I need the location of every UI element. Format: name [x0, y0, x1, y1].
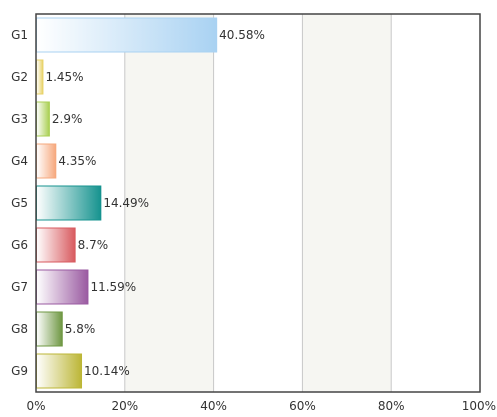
data-label: 1.45%: [45, 70, 83, 84]
plot-frame: [35, 13, 481, 393]
bar-g4: [36, 143, 57, 179]
plot-band: [302, 14, 392, 392]
category-label: G1: [11, 28, 28, 42]
data-label: 14.49%: [103, 196, 149, 210]
category-labels: G1 G2 G3 G4 G5 G6 G7 G8 G9: [11, 28, 28, 378]
bar-g7: [36, 269, 89, 305]
x-tick-label: 80%: [378, 399, 405, 413]
bar-g2: [36, 59, 44, 95]
category-label: G3: [11, 112, 28, 126]
category-label: G9: [11, 364, 28, 378]
plot-band: [124, 14, 214, 392]
data-label: 11.59%: [90, 280, 136, 294]
data-label: 40.58%: [219, 28, 265, 42]
x-tick-label: 100%: [462, 399, 496, 413]
plot-background: [36, 14, 480, 392]
category-label: G5: [11, 196, 28, 210]
x-tick-label: 0%: [26, 399, 45, 413]
data-labels: 40.58% 1.45% 2.9% 4.35% 14.49% 8.7% 11.59% 5.8%…: [45, 28, 265, 378]
bar-g5: [36, 185, 102, 221]
x-tick-label: 40%: [200, 399, 227, 413]
bars: [36, 17, 218, 389]
data-label: 8.7%: [78, 238, 109, 252]
gridlines: [124, 14, 392, 392]
bar-g8: [36, 311, 63, 347]
bar-g6: [36, 227, 76, 263]
data-label: 2.9%: [52, 112, 83, 126]
bar-g1: [36, 17, 218, 53]
category-label: G7: [11, 280, 28, 294]
data-label: 10.14%: [84, 364, 130, 378]
bar-g9: [36, 353, 83, 389]
x-tick-label: 20%: [111, 399, 138, 413]
category-label: G4: [11, 154, 28, 168]
bar-g3: [36, 101, 50, 137]
x-tick-label: 60%: [289, 399, 316, 413]
category-label: G6: [11, 238, 28, 252]
data-label: 5.8%: [65, 322, 96, 336]
data-label: 4.35%: [58, 154, 96, 168]
x-tick-labels: 0% 20% 40% 60% 80% 100%: [26, 399, 496, 413]
category-label: G8: [11, 322, 28, 336]
plot-bands: [124, 14, 392, 392]
category-label: G2: [11, 70, 28, 84]
